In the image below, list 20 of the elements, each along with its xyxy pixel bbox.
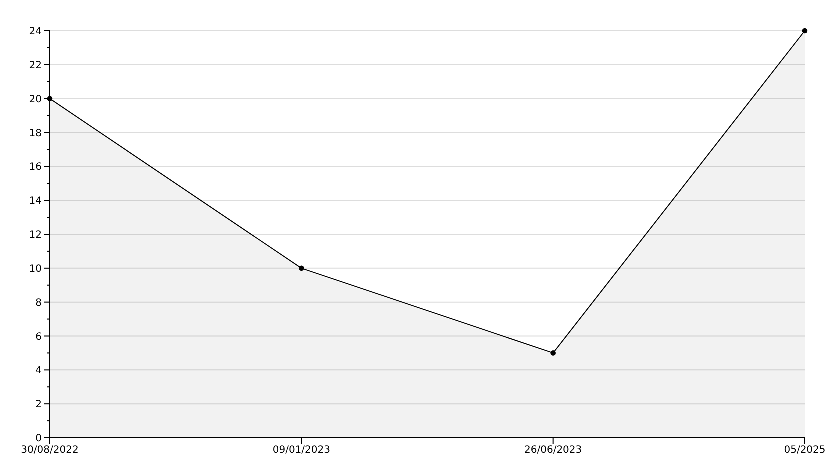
y-tick-label: 16 [29, 162, 42, 174]
x-tick-label: 05/2025 [784, 445, 826, 456]
y-tick-label: 20 [29, 94, 42, 106]
y-tick-label: 10 [29, 264, 42, 275]
y-tick-label: 22 [29, 60, 42, 72]
y-tick-label: 8 [36, 298, 42, 309]
y-tick-label: 0 [36, 434, 42, 444]
y-tick-label: 4 [36, 366, 42, 377]
point [802, 28, 808, 34]
point [299, 266, 304, 272]
x-tick-label: 26/06/2023 [524, 445, 582, 456]
point [550, 350, 556, 356]
y-tick-label: 24 [29, 26, 42, 38]
x-tick-label: 09/01/2023 [272, 445, 330, 456]
y-tick-label: 18 [29, 128, 42, 140]
y-tick-label: 2 [36, 400, 42, 411]
y-tick-label: 14 [29, 196, 42, 208]
x-tick-label: 30/08/2022 [21, 445, 79, 456]
y-tick-label: 6 [36, 332, 42, 343]
y-tick-label: 12 [29, 230, 42, 241]
